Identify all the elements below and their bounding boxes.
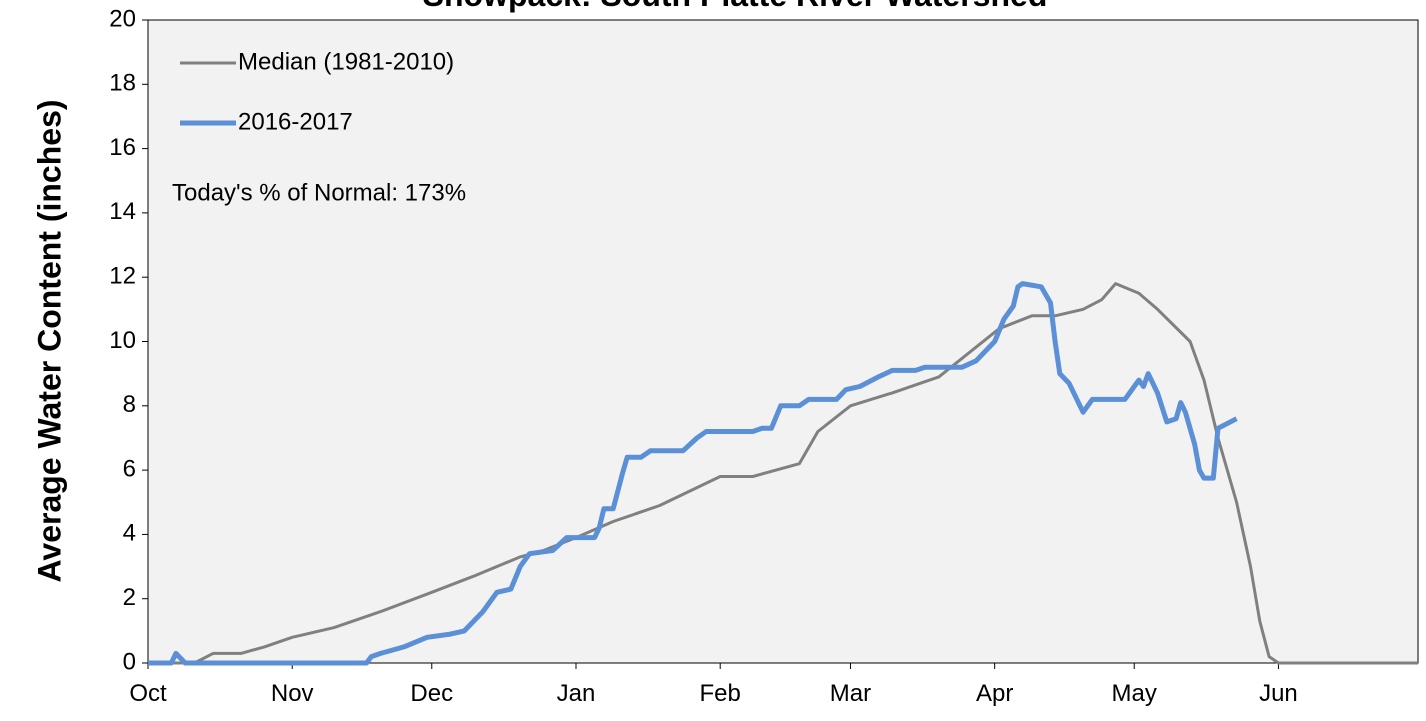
y-tick-label: 4	[123, 520, 136, 547]
y-tick-label: 6	[123, 455, 136, 482]
plot-area	[147, 19, 1419, 664]
chart-title: Snowpack: South Platte River Watershed	[423, 0, 1048, 13]
series-line	[148, 281, 1238, 666]
legend-label: Median (1981-2010)	[238, 48, 454, 75]
annotation: Today's % of Normal: 173%	[172, 179, 466, 206]
x-tick-label: Nov	[271, 680, 314, 707]
y-tick-label: 10	[109, 327, 136, 354]
y-tick-label: 2	[123, 584, 136, 611]
y-tick-label: 20	[109, 5, 136, 32]
y-tick-label: 8	[123, 391, 136, 418]
y-tick-label: 16	[109, 134, 136, 161]
y-tick-label: 18	[109, 70, 136, 97]
x-tick-label: Oct	[129, 680, 167, 707]
x-tick-label: Jun	[1259, 680, 1298, 707]
x-tick-label: Dec	[410, 680, 453, 707]
x-tick-label: Feb	[700, 680, 741, 707]
x-tick-label: May	[1112, 680, 1157, 707]
y-tick-label: 14	[109, 198, 136, 225]
y-axis-label: Average Water Content (inches)	[31, 99, 67, 582]
x-tick-label: Jan	[557, 680, 596, 707]
y-tick-label: 0	[123, 648, 136, 675]
y-tick-label: 12	[109, 263, 136, 290]
legend-label: 2016-2017	[238, 108, 353, 135]
x-tick-label: Apr	[976, 680, 1013, 707]
series-line	[148, 282, 1418, 665]
x-tick-label: Mar	[830, 680, 871, 707]
